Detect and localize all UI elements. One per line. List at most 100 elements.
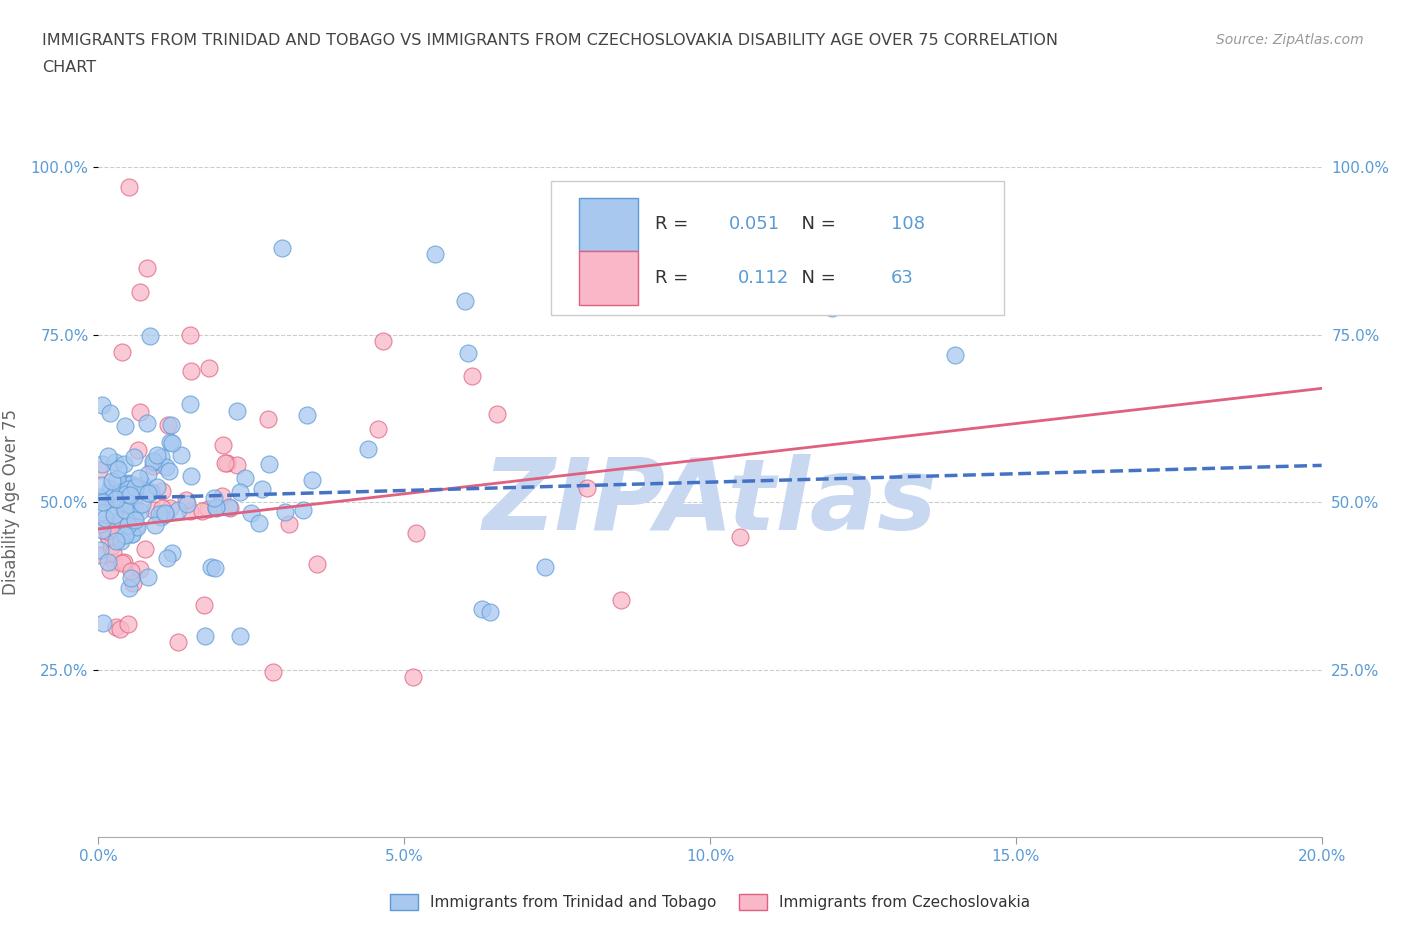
Point — [211, 438, 233, 453]
Point — [155, 505, 177, 520]
Point — [87, 490, 110, 505]
Point — [124, 503, 146, 518]
Point — [454, 294, 477, 309]
Point — [103, 503, 125, 518]
Point — [149, 510, 172, 525]
Point — [471, 601, 494, 616]
Point — [98, 405, 121, 420]
Point — [134, 541, 156, 556]
Text: 0.051: 0.051 — [728, 216, 779, 233]
Point — [139, 485, 162, 499]
Point — [101, 545, 124, 560]
Point — [118, 487, 141, 502]
Point — [150, 483, 173, 498]
Point — [143, 517, 166, 532]
Point — [127, 442, 149, 457]
Point — [142, 502, 165, 517]
Point — [97, 528, 120, 543]
Point — [176, 497, 198, 512]
Point — [114, 486, 136, 501]
Point — [105, 491, 128, 506]
Point — [118, 581, 141, 596]
Point — [193, 597, 215, 612]
FancyBboxPatch shape — [551, 180, 1004, 314]
Point — [256, 412, 278, 427]
Point — [405, 526, 427, 541]
Point — [262, 664, 284, 679]
Point — [291, 502, 314, 517]
Point — [97, 555, 120, 570]
Point — [104, 619, 127, 634]
Point — [90, 457, 112, 472]
Point — [155, 460, 177, 475]
Point — [305, 556, 328, 571]
Point — [143, 455, 166, 470]
Point — [114, 502, 136, 517]
Point — [124, 512, 146, 527]
Point — [821, 300, 844, 315]
Point — [104, 490, 127, 505]
Point — [104, 455, 127, 470]
Point — [150, 501, 173, 516]
Point — [145, 479, 167, 494]
Point — [202, 490, 225, 505]
Point — [247, 515, 270, 530]
Point — [225, 404, 247, 418]
Point — [257, 457, 280, 472]
Point — [180, 469, 202, 484]
Point — [159, 434, 181, 449]
Point — [107, 461, 129, 476]
Point — [87, 462, 110, 477]
Point — [120, 570, 142, 585]
Text: N =: N = — [790, 216, 841, 233]
Point — [118, 180, 141, 195]
Point — [211, 488, 233, 503]
Point — [125, 481, 148, 496]
Point — [91, 398, 114, 413]
Point — [97, 449, 120, 464]
Point — [112, 554, 135, 569]
Point — [120, 477, 142, 492]
Point — [218, 500, 240, 515]
Text: R =: R = — [655, 216, 695, 233]
Point — [118, 477, 141, 492]
Point — [103, 554, 125, 569]
Point — [204, 500, 226, 515]
Point — [728, 529, 751, 544]
Legend: Immigrants from Trinidad and Tobago, Immigrants from Czechoslovakia: Immigrants from Trinidad and Tobago, Imm… — [384, 888, 1036, 916]
Point — [100, 473, 122, 488]
Point — [136, 260, 159, 275]
Point — [136, 569, 159, 584]
Point — [98, 531, 121, 546]
Point — [132, 477, 155, 492]
Point — [301, 472, 323, 487]
Point — [103, 508, 125, 523]
Point — [131, 497, 153, 512]
Point — [219, 501, 242, 516]
Point — [179, 503, 201, 518]
Point — [91, 494, 114, 509]
Point — [274, 505, 297, 520]
Point — [114, 418, 136, 433]
Point — [125, 519, 148, 534]
Point — [96, 524, 118, 538]
Point — [89, 516, 111, 531]
Point — [91, 505, 114, 520]
Point — [170, 448, 193, 463]
Point — [89, 542, 111, 557]
Text: R =: R = — [655, 269, 700, 286]
Point — [194, 629, 217, 644]
Point — [111, 492, 134, 507]
Point — [128, 405, 150, 419]
Point — [110, 534, 132, 549]
Point — [160, 436, 183, 451]
Point — [122, 450, 145, 465]
Point — [98, 563, 121, 578]
Point — [104, 517, 127, 532]
Point — [122, 575, 145, 590]
Point — [127, 520, 149, 535]
Point — [100, 484, 122, 498]
Point — [129, 504, 152, 519]
Point — [214, 456, 236, 471]
Point — [94, 511, 117, 525]
